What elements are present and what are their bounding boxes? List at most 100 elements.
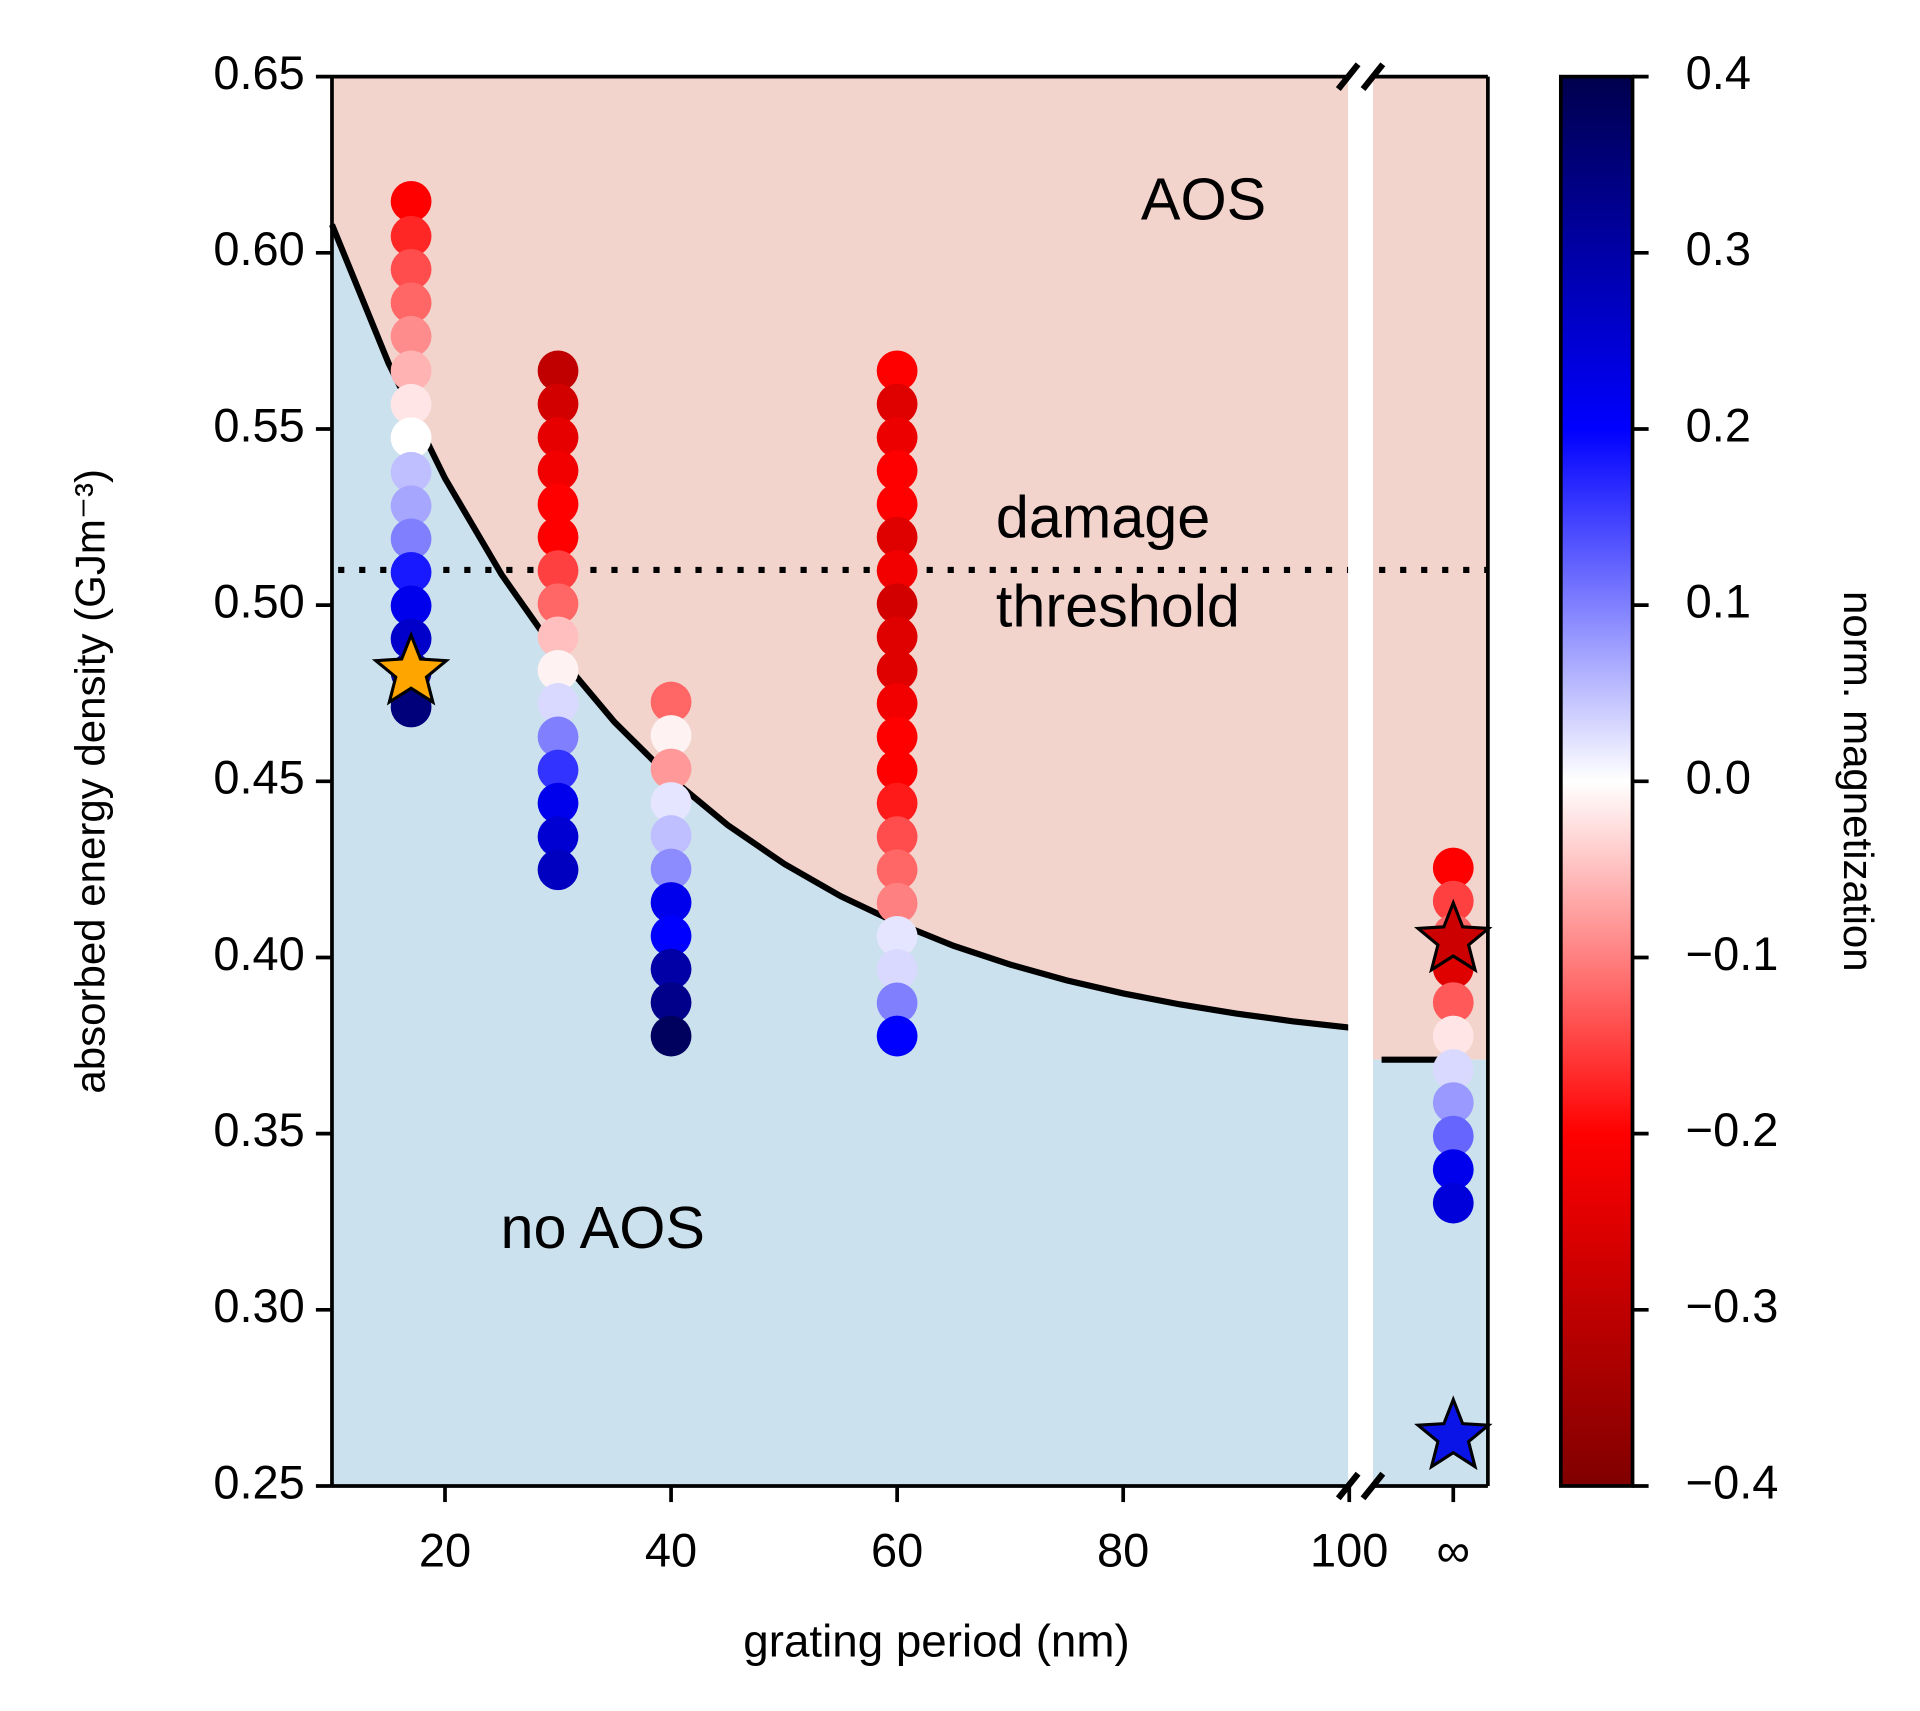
data-point bbox=[537, 583, 579, 625]
data-point bbox=[650, 715, 692, 756]
no-aos-region bbox=[1372, 1059, 1488, 1486]
data-point bbox=[876, 683, 918, 724]
data-point bbox=[1432, 1182, 1474, 1224]
colorbar bbox=[1558, 74, 1635, 1488]
data-point bbox=[876, 383, 918, 425]
data-point bbox=[876, 749, 918, 791]
y-tick-label: 0.45 bbox=[213, 751, 304, 804]
data-point bbox=[876, 949, 918, 990]
no-aos-label: no AOS bbox=[500, 1194, 705, 1261]
x-axis-label: grating period (nm) bbox=[743, 1615, 1129, 1666]
data-point bbox=[390, 551, 432, 593]
data-point bbox=[537, 616, 579, 658]
data-point bbox=[650, 1015, 692, 1057]
colorbar-tick-label: −0.2 bbox=[1686, 1103, 1779, 1156]
data-point bbox=[537, 649, 579, 691]
y-tick-label: 0.25 bbox=[213, 1455, 304, 1508]
data-point bbox=[650, 815, 692, 856]
colorbar-tick-label: 0.1 bbox=[1686, 575, 1751, 628]
x-tick-label: ∞ bbox=[1437, 1523, 1470, 1576]
data-point bbox=[537, 483, 579, 525]
data-point bbox=[537, 849, 579, 891]
data-point bbox=[876, 849, 918, 891]
data-point bbox=[876, 915, 918, 957]
data-point bbox=[537, 782, 579, 824]
data-point bbox=[650, 782, 692, 823]
data-point bbox=[876, 583, 918, 625]
data-point bbox=[390, 485, 432, 527]
data-point bbox=[390, 451, 432, 493]
data-point bbox=[537, 450, 579, 491]
data-point bbox=[650, 915, 692, 957]
aos-region bbox=[1372, 76, 1488, 1060]
break-mark bbox=[1360, 1471, 1386, 1501]
x-tick-label: 40 bbox=[645, 1523, 697, 1576]
data-point bbox=[537, 516, 579, 558]
data-point bbox=[537, 816, 579, 858]
y-tick-label: 0.50 bbox=[213, 575, 304, 628]
x-tick-label: 20 bbox=[419, 1523, 471, 1576]
data-point bbox=[390, 315, 432, 357]
colorbar-tick-label: 0.0 bbox=[1686, 751, 1751, 804]
data-point bbox=[876, 649, 918, 691]
data-point bbox=[876, 1015, 918, 1057]
axis-break bbox=[1348, 72, 1373, 1490]
y-tick-label: 0.55 bbox=[213, 398, 304, 451]
damage-label: threshold bbox=[996, 572, 1240, 639]
data-point bbox=[876, 516, 918, 558]
data-point bbox=[537, 716, 579, 758]
data-point bbox=[876, 782, 918, 824]
colorbar-tick-label: 0.3 bbox=[1686, 222, 1751, 275]
plot-background bbox=[331, 76, 1488, 1486]
data-point bbox=[390, 383, 432, 425]
data-point bbox=[876, 816, 918, 858]
y-axis-label: absorbed energy density (GJm⁻³) bbox=[66, 469, 113, 1094]
star bbox=[1414, 898, 1493, 974]
threshold-curve bbox=[329, 223, 1350, 1031]
data-point bbox=[390, 417, 432, 459]
data-point bbox=[876, 616, 918, 658]
data-point bbox=[876, 483, 918, 525]
data-point bbox=[650, 882, 692, 923]
data-point bbox=[390, 248, 432, 290]
colorbar-tick-label: 0.4 bbox=[1686, 46, 1751, 99]
data-point bbox=[537, 383, 579, 425]
colorbar-label: norm. magnetization bbox=[1835, 591, 1882, 972]
data-point bbox=[1432, 1082, 1474, 1124]
data-point bbox=[650, 748, 692, 790]
data-point bbox=[390, 585, 432, 627]
marks bbox=[329, 180, 1493, 1471]
colorbar-tick-label: −0.4 bbox=[1686, 1455, 1779, 1508]
data-point bbox=[876, 450, 918, 491]
data-point bbox=[876, 882, 918, 924]
data-point bbox=[537, 350, 579, 392]
colorbar-tick-label: 0.2 bbox=[1686, 398, 1751, 451]
colorbar-tick-label: −0.1 bbox=[1686, 927, 1779, 980]
data-point bbox=[650, 848, 692, 890]
star bbox=[371, 630, 451, 706]
data-point bbox=[1432, 982, 1474, 1023]
data-point bbox=[876, 716, 918, 758]
x-tick-label: 80 bbox=[1097, 1523, 1149, 1576]
no-aos-region bbox=[331, 224, 1350, 1486]
data-point bbox=[537, 749, 579, 791]
data-point bbox=[1432, 847, 1474, 889]
data-point bbox=[650, 982, 692, 1023]
damage-label: damage bbox=[996, 483, 1210, 550]
break-mark bbox=[1335, 62, 1361, 91]
break-mark bbox=[1360, 62, 1386, 91]
y-tick-label: 0.30 bbox=[213, 1279, 304, 1332]
data-point bbox=[1432, 1015, 1474, 1057]
data-point bbox=[1432, 1049, 1474, 1090]
colorbar-tick-label: −0.3 bbox=[1686, 1279, 1779, 1332]
data-point bbox=[1432, 1149, 1474, 1190]
data-point bbox=[650, 681, 692, 723]
y-tick-label: 0.65 bbox=[213, 46, 304, 99]
data-point bbox=[1432, 1115, 1474, 1157]
data-point bbox=[537, 550, 579, 592]
data-point bbox=[876, 982, 918, 1024]
data-point bbox=[876, 417, 918, 458]
frame: 0.25 0.30 0.35 0.40 0.45 0.50 0.55 0.60 0.65 20 40… bbox=[213, 46, 1778, 1576]
